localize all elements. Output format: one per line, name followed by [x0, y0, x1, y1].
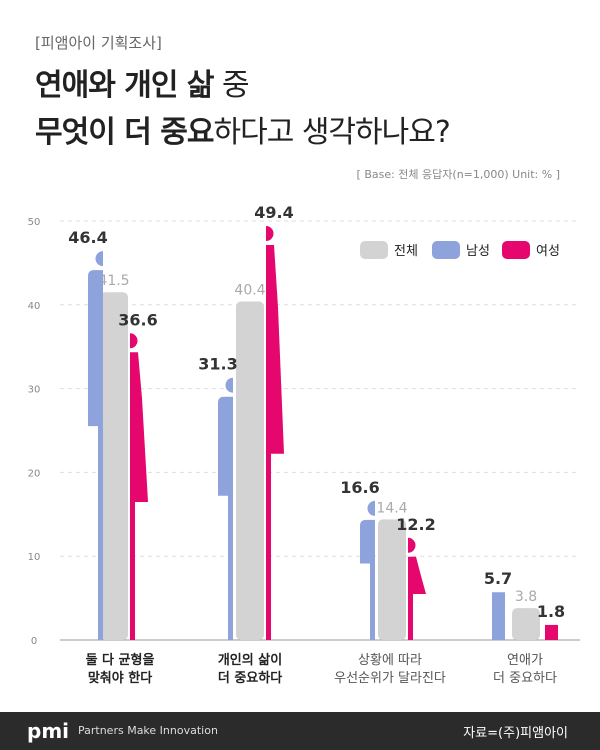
category-label: 개인의 삶이	[218, 652, 282, 668]
value-label-female: 49.4	[254, 203, 293, 222]
value-label-female: 1.8	[537, 602, 565, 621]
y-tick-label: 30	[28, 385, 41, 396]
value-label-total: 3.8	[515, 589, 537, 605]
bar-male	[360, 519, 375, 640]
female-head-icon	[130, 333, 138, 349]
category-label: 상황에 따라	[358, 653, 422, 668]
category-label: 더 중요하다	[493, 671, 557, 686]
legend-label: 남성	[466, 244, 490, 259]
male-head-icon	[367, 500, 375, 516]
bar-total	[100, 292, 128, 640]
title-line-2: 무엇이 더 중요하다고 생각하나요?	[35, 107, 451, 151]
title-bold: 무엇이 더 중요	[35, 115, 214, 150]
bar-total	[378, 519, 406, 640]
legend-label: 여성	[536, 244, 560, 259]
value-label-total: 40.4	[234, 282, 265, 298]
bar-total	[512, 608, 540, 640]
y-tick-label: 20	[28, 468, 41, 479]
pmi-logo: pmi	[27, 719, 70, 743]
legend-swatch	[360, 241, 388, 259]
title-normal: 중	[213, 68, 250, 103]
male-head-icon	[95, 251, 103, 267]
y-tick-label: 40	[28, 301, 41, 312]
category-label: 더 중요하다	[218, 670, 282, 686]
value-label-male: 46.4	[68, 228, 107, 247]
value-label-total: 14.4	[376, 500, 407, 516]
bar-male	[218, 396, 233, 640]
bar-female	[130, 352, 148, 640]
value-label-male: 16.6	[340, 478, 379, 497]
male-head-icon	[225, 377, 233, 393]
bar-male	[88, 270, 103, 640]
category-label: 둘 다 균형을	[86, 652, 155, 668]
value-label-female: 12.2	[396, 515, 435, 534]
bar-female	[266, 245, 284, 640]
y-tick-label: 10	[28, 552, 41, 563]
category-label: 우선순위가 달라진다	[334, 671, 446, 686]
value-label-male: 5.7	[484, 569, 512, 588]
y-tick-label: 0	[31, 636, 37, 647]
female-head-icon	[408, 537, 416, 553]
value-label-male: 31.3	[198, 355, 237, 374]
source: 자료=(주)피앰아이	[463, 726, 568, 741]
category-label: 맞춰야 한다	[88, 670, 152, 686]
title-bold: 연애와 개인 삶	[35, 68, 214, 103]
legend-swatch	[502, 241, 530, 259]
category-label: 연애가	[507, 653, 543, 668]
title-normal: 하다고 생각하나요?	[213, 115, 451, 150]
legend-swatch	[432, 241, 460, 259]
value-label-total: 41.5	[98, 273, 129, 289]
female-head-icon	[266, 226, 274, 242]
bar-female	[408, 556, 426, 640]
title-line-1: 연애와 개인 삶 중	[35, 60, 250, 104]
legend-label: 전체	[394, 244, 418, 259]
base-note: [ Base: 전체 응답자(n=1,000) Unit: % ]	[356, 168, 560, 181]
footer: pmi Partners Make Innovation 자료=(주)피앰아이	[0, 712, 600, 750]
y-tick-label: 50	[28, 217, 41, 228]
bar-female	[545, 624, 558, 640]
slogan: Partners Make Innovation	[78, 724, 218, 737]
bar-male	[492, 592, 505, 640]
bar-total	[236, 301, 264, 640]
value-label-female: 36.6	[118, 310, 157, 329]
survey-tag: [피앰아이 기획조사]	[35, 34, 162, 52]
